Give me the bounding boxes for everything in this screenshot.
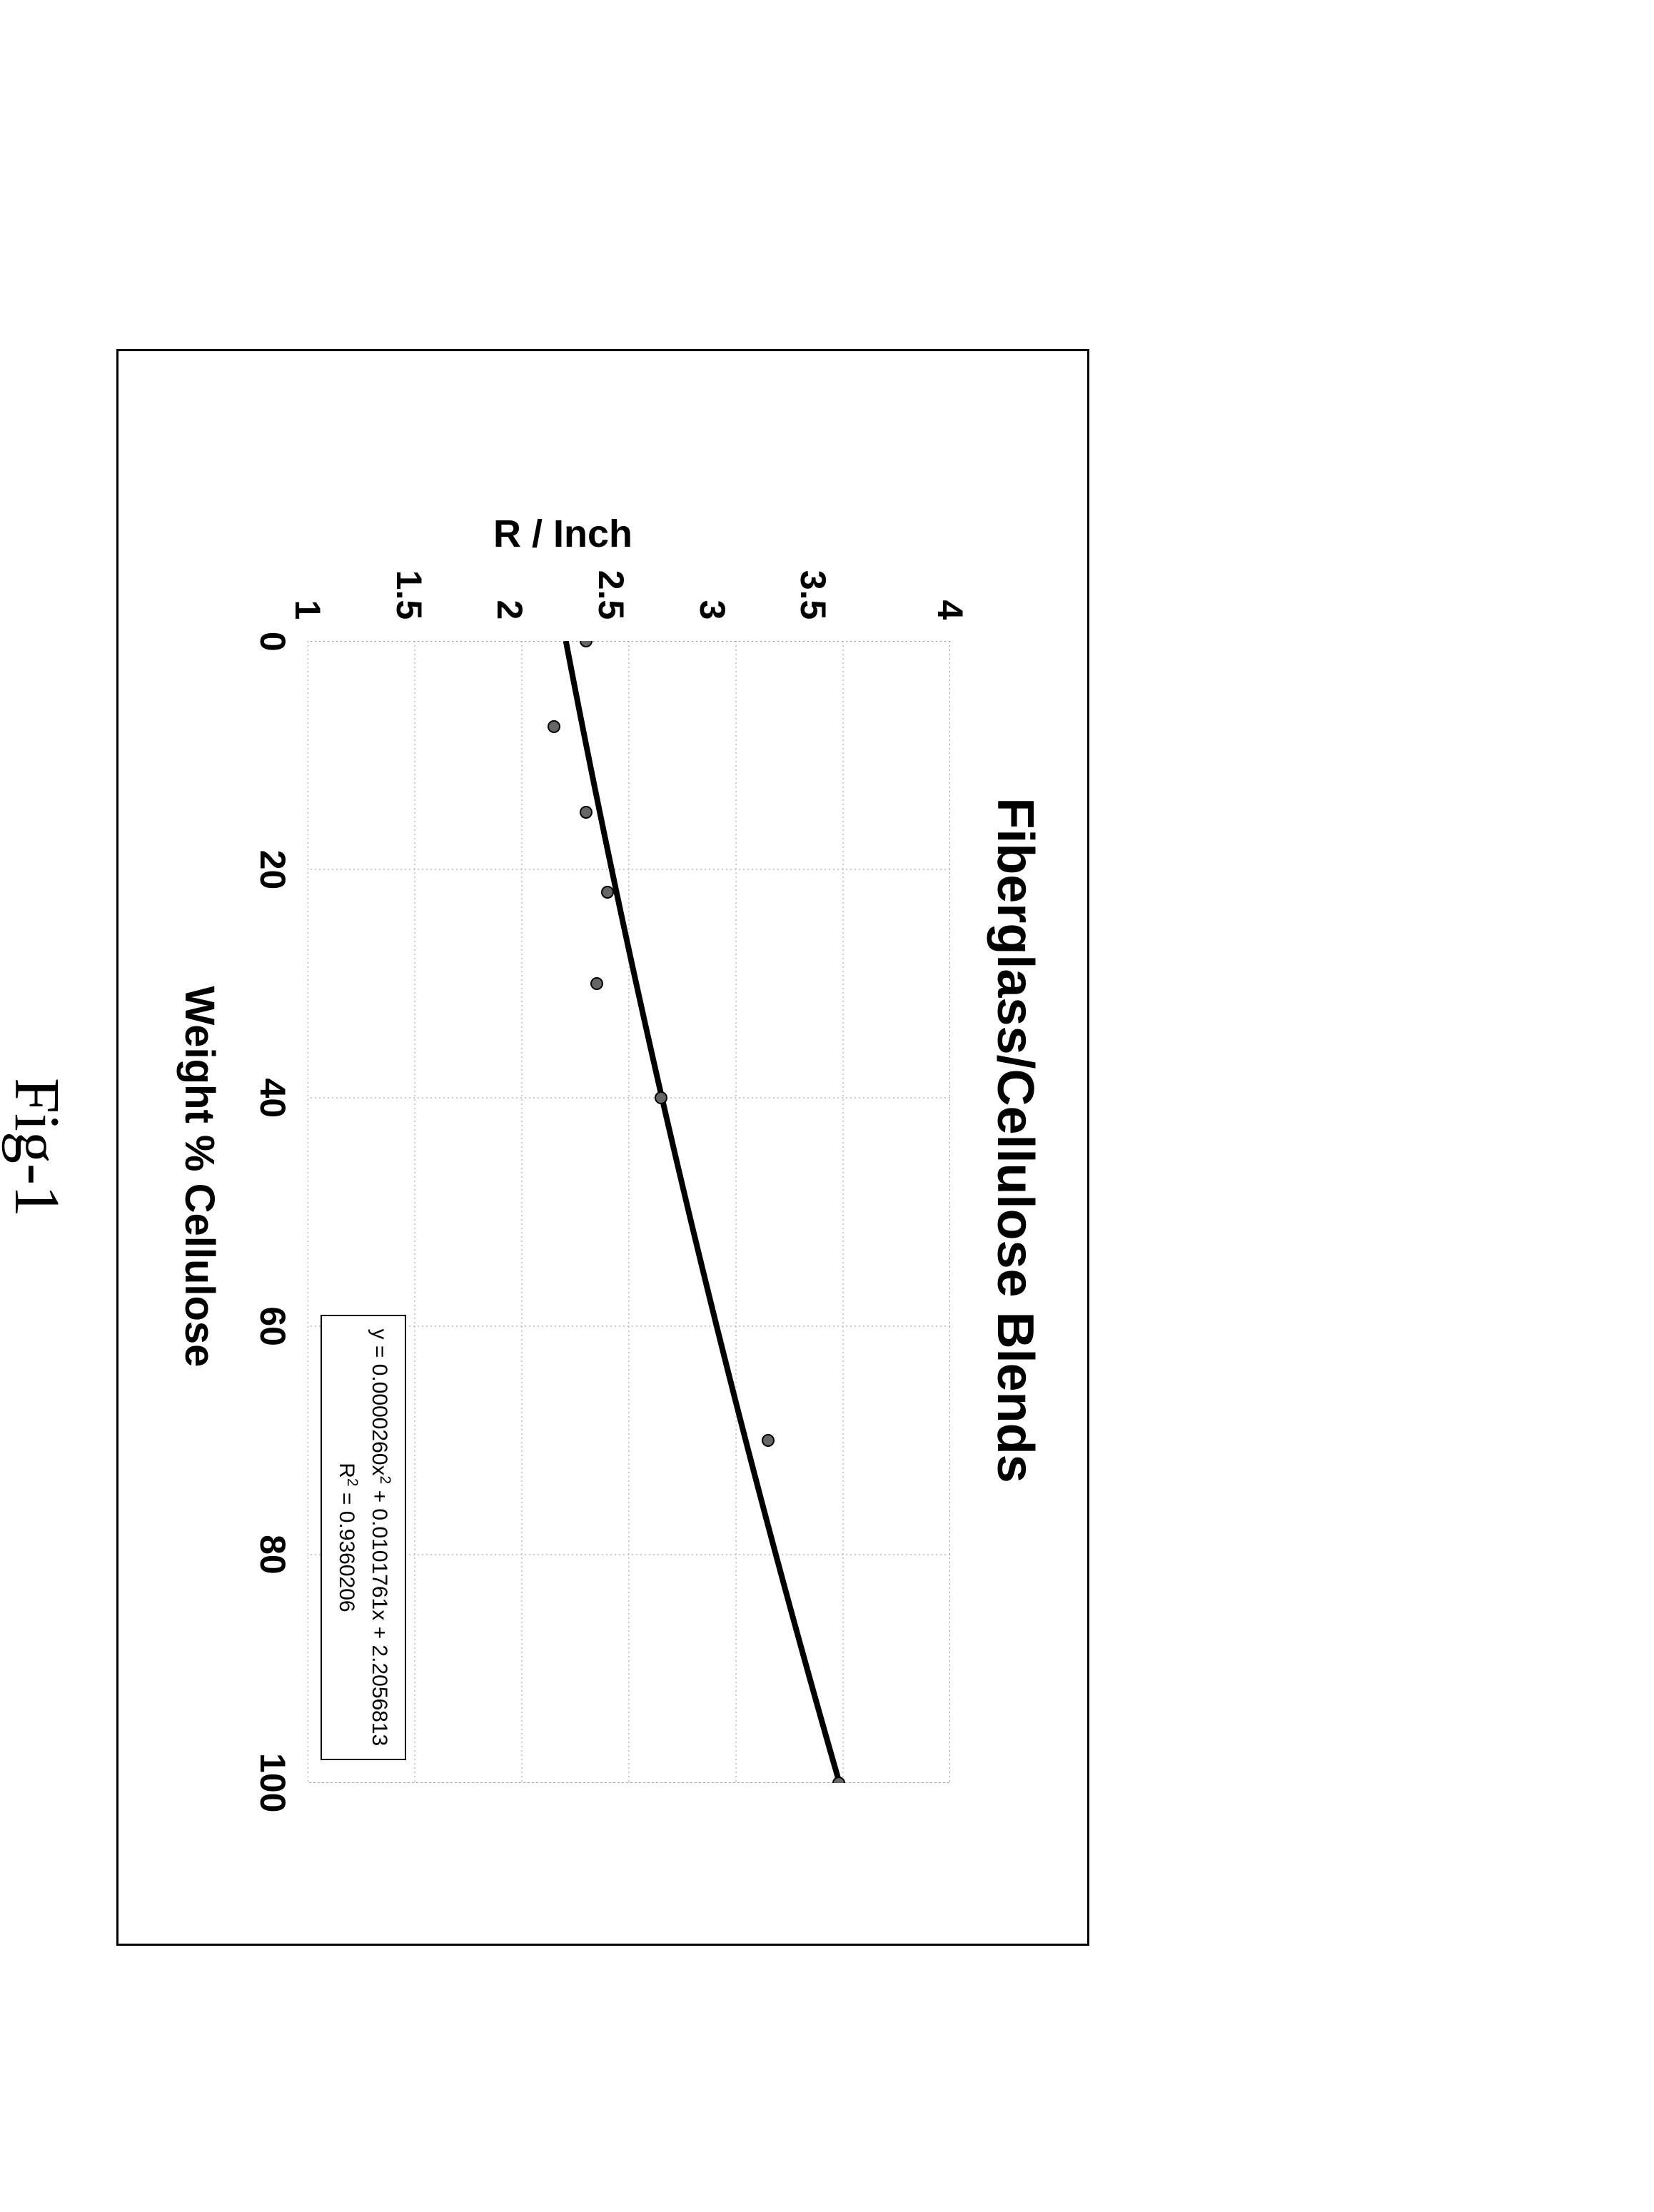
y-tick: 2.5 [593,570,629,620]
x-tick: 0 [252,641,293,642]
chart-wrapper: R / Inch 43.532.521.51 y = 0.0000260x2 +… [176,394,950,1887]
chart-outer-border: Fiberglass/Cellulose Blends R / Inch 4 3.… [116,349,1089,1946]
y-axis: 43.532.521.51 [308,570,950,642]
page-container: Fiberglass/Cellulose Blends R / Inch 4 3.… [0,349,1089,1946]
figure-label-wrapper: Fig-1 [0,349,116,1946]
y-tick: 4 [932,570,968,620]
figure-label: Fig-1 [0,1078,74,1217]
x-tick: 40 [252,1098,293,1099]
y-tick: 1 [290,570,326,620]
plot-area: y = 0.0000260x2 + 0.0101761x + 2.2056813… [308,641,950,1783]
y-tick: 3.5 [795,570,831,620]
x-tick: 60 [252,1326,293,1327]
chart-body: 43.532.521.51 y = 0.0000260x2 + 0.010176… [176,570,950,1784]
chart-title: Fiberglass/Cellulose Blends [986,394,1044,1887]
x-tick: 20 [252,869,293,870]
plot-with-yaxis: 43.532.521.51 y = 0.0000260x2 + 0.010176… [308,570,950,1784]
x-axis: 0 20 40 60 80 100 [252,641,308,1783]
equation-box: y = 0.0000260x2 + 0.0101761x + 2.2056813… [321,1315,406,1761]
y-axis-label: R / Inch [493,498,632,556]
x-tick: 100 [252,1782,293,1783]
y-tick: 2 [492,570,528,620]
x-tick: 80 [252,1554,293,1555]
y-tick: 3 [695,570,730,620]
x-axis-label: Weight % Cellulose [176,570,223,1784]
y-tick: 1.5 [391,570,427,620]
